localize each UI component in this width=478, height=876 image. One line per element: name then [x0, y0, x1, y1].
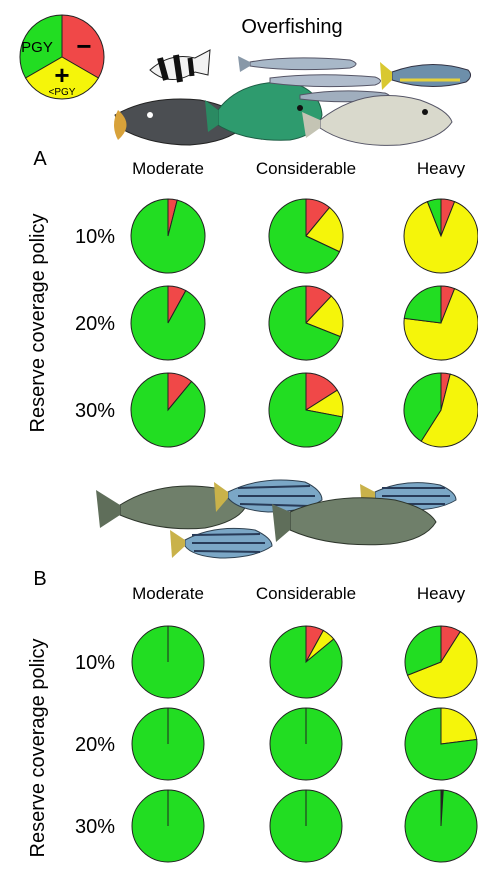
row-label-a-20pct: 20%: [75, 313, 115, 335]
column-header-b-heavy: Heavy: [417, 584, 466, 603]
pie-slice-green: [404, 789, 478, 863]
damselfish-image: [149, 49, 211, 83]
pie-b-row3-col1: [131, 789, 205, 863]
grouper-image-left: [96, 485, 246, 530]
y-axis-label-b: Reserve coverage policy: [27, 639, 49, 858]
row-label-a-10pct: 10%: [75, 226, 115, 248]
legend: PGY − + <PGY: [19, 14, 105, 100]
row-label-b-10pct: 10%: [75, 652, 115, 674]
pie-slice-yellow: [305, 206, 344, 253]
pie-b-row2-col1: [131, 707, 205, 781]
panel-label-b: B: [33, 568, 46, 590]
pie-slice-yellow: [420, 373, 478, 448]
pie-slice-green: [426, 198, 442, 237]
column-header-a-moderate: Moderate: [132, 159, 204, 178]
pie-slice-green: [403, 285, 442, 324]
chart-panel-b: Moderate Considerable Heavy 10% 20% 30% Reserv…: [27, 584, 478, 863]
row-label-b-20pct: 20%: [75, 734, 115, 756]
pie-b-row1-col3: [404, 625, 478, 699]
grunt-image-1: [214, 479, 323, 513]
pie-slice-yellow: [406, 630, 478, 699]
pie-slice-green: [404, 707, 478, 781]
pie-slice-green: [130, 372, 206, 448]
pie-slice-green: [130, 198, 206, 274]
pie-slice-yellow: [440, 707, 478, 745]
legend-slice-minus: [61, 14, 105, 79]
pie-slice-green: [268, 372, 343, 448]
legend-slice-pgy: [19, 14, 63, 79]
pie-slice-yellow: [403, 287, 478, 361]
pie-slice-green: [268, 285, 342, 361]
pie-a-row2-col3: [403, 285, 478, 361]
pie-slice-green: [269, 625, 343, 699]
pie-slice-green: [130, 285, 206, 361]
fish-illustration-middle: [96, 479, 457, 559]
grunt-image-3: [170, 527, 273, 559]
tuna-image: [380, 62, 472, 90]
legend-label-plus: +: [54, 60, 69, 90]
pie-b-row2-col3: [404, 707, 478, 781]
row-label-a-30pct: 30%: [75, 400, 115, 422]
pie-a-row1-col1: [130, 198, 206, 274]
pie-a-row2-col1: [130, 285, 206, 361]
pie-a-row3-col3: [403, 372, 478, 448]
pie-slice-green: [403, 372, 442, 442]
legend-label-below-pgy: <PGY: [49, 87, 76, 98]
pie-a-row3-col1: [130, 372, 206, 448]
fish-illustration-top: [114, 49, 472, 146]
pie-b-row3-col3: [404, 789, 478, 863]
pie-b-row3-col2: [269, 789, 343, 863]
panel-label-a: A: [33, 148, 47, 170]
grouper-image-right: [272, 497, 437, 546]
pie-a-row2-col2: [268, 285, 344, 361]
pie-slice-green: [404, 625, 442, 676]
column-header-b-considerable: Considerable: [256, 584, 356, 603]
pie-b-row1-col2: [269, 625, 343, 699]
row-label-b-30pct: 30%: [75, 816, 115, 838]
legend-label-minus: −: [76, 31, 91, 61]
page-title: Overfishing: [241, 16, 342, 38]
y-axis-label-a: Reserve coverage policy: [27, 214, 49, 433]
column-header-a-heavy: Heavy: [417, 159, 466, 178]
pie-a-row3-col2: [268, 372, 344, 448]
pie-a-row1-col2: [268, 198, 344, 274]
parrotfish-image: [205, 81, 323, 141]
pie-a-row1-col3: [403, 198, 478, 274]
jack-image: [302, 95, 453, 146]
legend-slice-below-pgy: [24, 56, 100, 100]
pie-slice-green: [268, 198, 341, 274]
column-header-a-considerable: Considerable: [256, 159, 356, 178]
pie-slice-yellow: [403, 200, 478, 274]
chart-panel-a: Moderate Considerable Heavy 10% 20% 30% Reserv…: [27, 159, 478, 448]
pie-b-row2-col2: [269, 707, 343, 781]
legend-label-pgy: PGY: [21, 39, 53, 56]
column-header-b-moderate: Moderate: [132, 584, 204, 603]
pie-b-row1-col1: [131, 625, 205, 699]
